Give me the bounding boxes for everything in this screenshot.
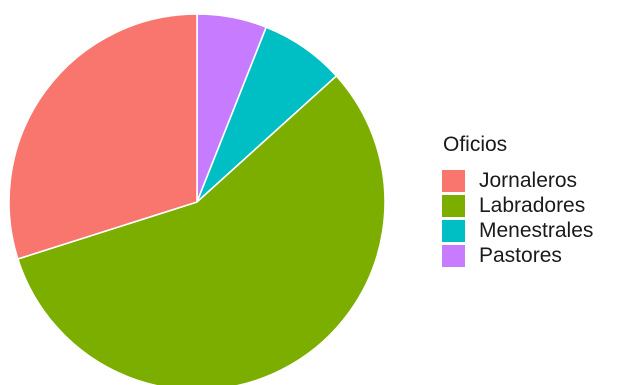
pie-chart — [8, 13, 386, 385]
legend-label-menestrales: Menestrales — [479, 218, 594, 242]
legend-label-labradores: Labradores — [479, 193, 586, 217]
legend-title: Oficios — [443, 133, 508, 156]
legend-label-jornaleros: Jornaleros — [479, 168, 578, 192]
legend-item-pastores: Pastores — [442, 243, 593, 268]
legend-item-labradores: Labradores — [442, 193, 593, 218]
pie-slice-jornaleros — [8, 13, 198, 260]
legend-swatch-pastores — [442, 244, 465, 267]
legend-swatch-jornaleros — [442, 169, 465, 192]
legend-items: Jornaleros Labradores Menestrales Pastores — [442, 168, 593, 268]
pie-slice-labradores — [17, 75, 386, 385]
legend-label-pastores: Pastores — [479, 243, 562, 267]
legend-swatch-labradores — [442, 194, 465, 217]
legend-item-jornaleros: Jornaleros — [442, 168, 593, 193]
legend: Oficios Jornaleros Labradores Menestrales P… — [442, 133, 593, 268]
legend-item-menestrales: Menestrales — [442, 218, 593, 243]
legend-swatch-menestrales — [442, 219, 465, 242]
